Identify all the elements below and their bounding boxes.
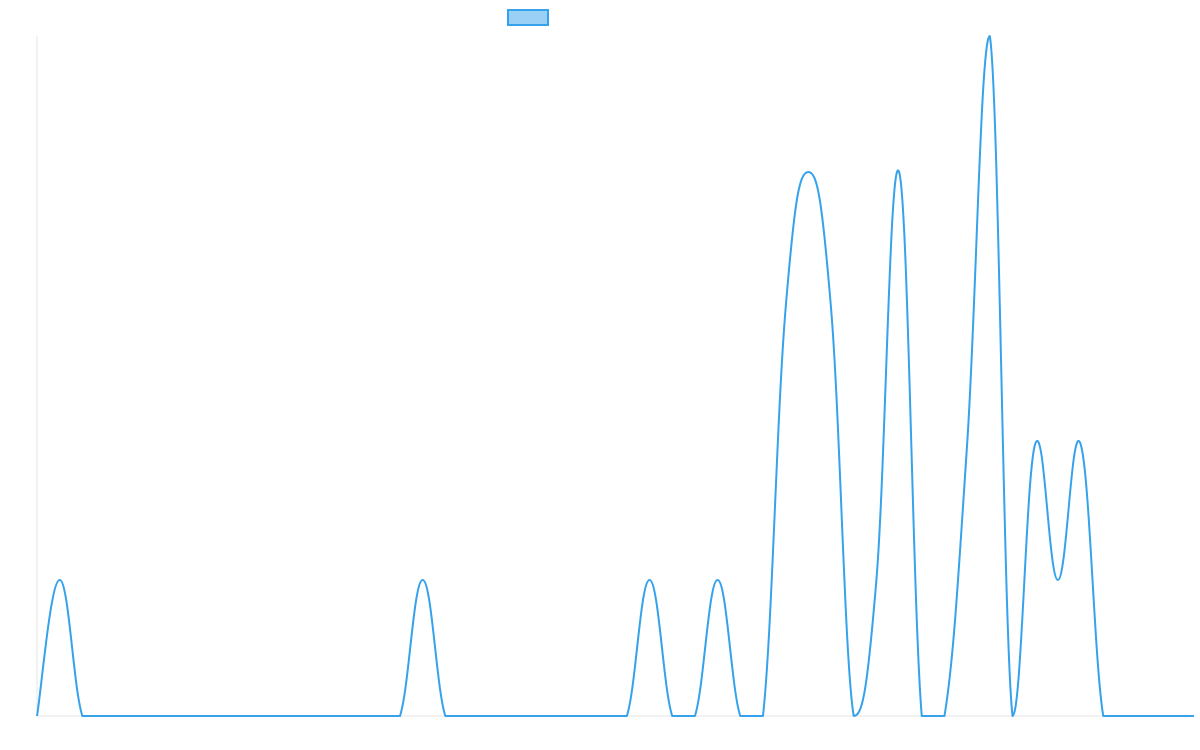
series-line-0: [36, 35, 1194, 717]
legend-swatch[interactable]: [507, 9, 549, 26]
axes: [36, 36, 1194, 717]
series-layer: [36, 35, 1194, 717]
legend[interactable]: [507, 9, 549, 26]
